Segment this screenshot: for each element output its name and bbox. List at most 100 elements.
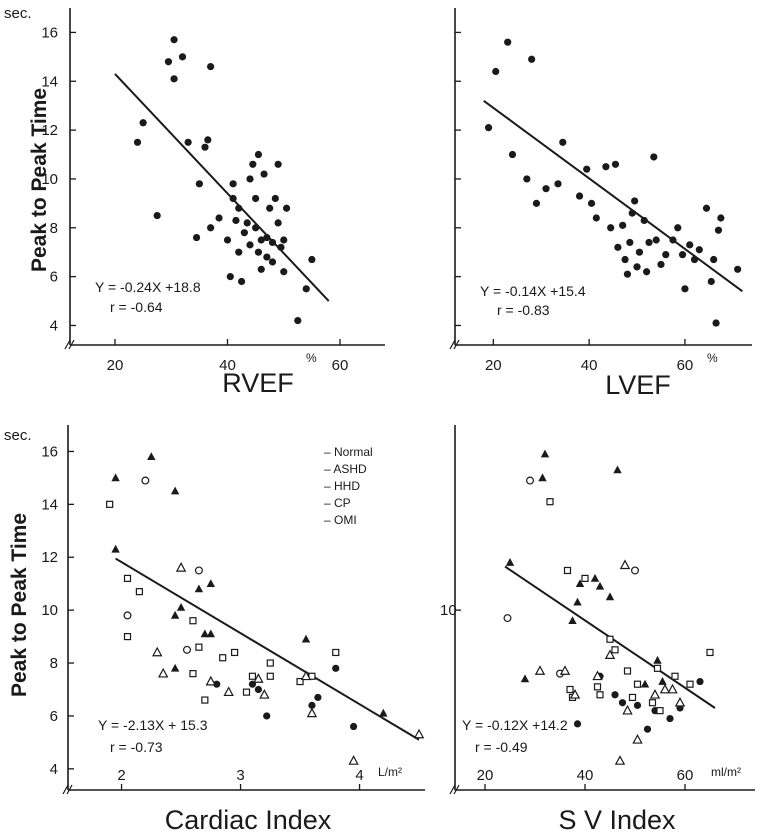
data-point bbox=[717, 214, 725, 222]
data-point bbox=[229, 194, 237, 203]
data-point bbox=[573, 720, 582, 728]
data-point bbox=[201, 143, 209, 151]
data-point bbox=[657, 260, 665, 269]
data-point bbox=[583, 165, 591, 173]
data-point bbox=[219, 654, 227, 662]
x-tick-label: 20 bbox=[485, 357, 502, 374]
data-point bbox=[631, 197, 639, 205]
data-point bbox=[630, 566, 639, 575]
data-point bbox=[223, 686, 234, 697]
data-point bbox=[207, 224, 215, 232]
data-point bbox=[223, 236, 232, 244]
data-point bbox=[189, 670, 197, 678]
data-point bbox=[235, 248, 243, 256]
x-axis-label: RVEF bbox=[222, 368, 294, 398]
data-point bbox=[280, 236, 288, 244]
correlation-coefficient: r = -0.64 bbox=[110, 299, 163, 315]
legend-item-cp: – CP bbox=[324, 496, 351, 510]
data-point bbox=[263, 253, 271, 261]
data-point bbox=[254, 685, 262, 694]
data-point bbox=[201, 696, 209, 704]
legend-item-normal: – Normal bbox=[324, 445, 373, 459]
x-unit-label: % bbox=[707, 351, 718, 365]
data-point bbox=[280, 268, 288, 276]
data-point bbox=[696, 677, 704, 686]
data-point bbox=[254, 150, 263, 159]
data-point bbox=[643, 725, 652, 733]
data-point bbox=[645, 238, 653, 247]
data-point bbox=[123, 611, 132, 620]
data-point bbox=[659, 683, 671, 694]
y-tick-label: 10 bbox=[41, 602, 58, 619]
data-point bbox=[653, 655, 662, 664]
data-point bbox=[200, 629, 210, 638]
regression-line bbox=[114, 73, 330, 302]
data-point bbox=[268, 258, 277, 266]
data-point bbox=[139, 119, 147, 127]
data-point bbox=[520, 674, 530, 683]
data-point bbox=[593, 683, 602, 691]
data-point bbox=[540, 449, 550, 458]
data-point bbox=[226, 273, 234, 281]
data-point bbox=[606, 635, 614, 643]
data-point bbox=[170, 75, 178, 83]
data-point bbox=[611, 646, 619, 654]
data-point bbox=[484, 124, 493, 132]
data-point bbox=[633, 263, 641, 271]
data-point bbox=[618, 699, 627, 707]
data-point bbox=[350, 722, 358, 731]
data-point bbox=[294, 316, 302, 325]
data-point bbox=[607, 224, 615, 232]
data-point bbox=[123, 574, 132, 583]
x-tick-label: 60 bbox=[677, 357, 694, 374]
data-point bbox=[229, 180, 237, 188]
data-point bbox=[308, 701, 316, 709]
data-point bbox=[195, 643, 203, 651]
x-axis-label: S V Index bbox=[558, 805, 676, 835]
data-point bbox=[215, 214, 223, 222]
data-point bbox=[135, 588, 143, 596]
data-point bbox=[147, 452, 156, 461]
data-point bbox=[525, 476, 534, 485]
data-point bbox=[707, 277, 715, 286]
data-point bbox=[666, 714, 674, 723]
x-axis-label: Cardiac Index bbox=[165, 805, 332, 835]
data-point bbox=[614, 243, 622, 251]
x-tick-label: 3 bbox=[236, 767, 244, 784]
data-point bbox=[176, 603, 186, 611]
regression-line bbox=[115, 557, 420, 741]
data-point bbox=[237, 277, 246, 286]
data-point bbox=[528, 55, 536, 63]
data-point bbox=[175, 562, 187, 572]
regression-equation: Y = -0.24X +18.8 bbox=[95, 279, 201, 295]
data-point bbox=[141, 476, 150, 485]
x-tick-label: 20 bbox=[107, 357, 124, 374]
data-point bbox=[643, 268, 651, 276]
data-point bbox=[534, 665, 546, 675]
data-point bbox=[592, 670, 603, 681]
data-point bbox=[674, 696, 686, 707]
data-point bbox=[712, 319, 720, 327]
data-point bbox=[656, 707, 664, 715]
data-point bbox=[546, 498, 554, 506]
data-point bbox=[702, 204, 711, 212]
legend-item-hhd: – HHD bbox=[324, 479, 360, 493]
y-tick-label: 10 bbox=[41, 171, 58, 188]
regression-equation: Y = -0.12X +14.2 bbox=[462, 717, 568, 733]
data-point bbox=[240, 229, 248, 237]
data-point bbox=[621, 255, 629, 264]
data-point bbox=[348, 755, 359, 765]
panel-sv-index: 10 20 40 60 ml/m² Y = -0.12X +14.2 r = -0.49… bbox=[440, 425, 755, 835]
data-point bbox=[111, 544, 120, 553]
axis-break-mark bbox=[449, 339, 460, 350]
data-point bbox=[575, 579, 585, 587]
data-point bbox=[640, 679, 650, 688]
data-point bbox=[619, 559, 631, 570]
panel-rvef: sec. Peak to Peak Time 4 6 8 10 12 14 16 20 40 60… bbox=[4, 5, 385, 398]
data-point bbox=[658, 677, 667, 685]
data-point bbox=[248, 672, 257, 680]
data-point bbox=[277, 243, 285, 251]
data-point bbox=[559, 665, 571, 675]
data-point bbox=[662, 251, 670, 259]
data-point bbox=[263, 712, 271, 720]
